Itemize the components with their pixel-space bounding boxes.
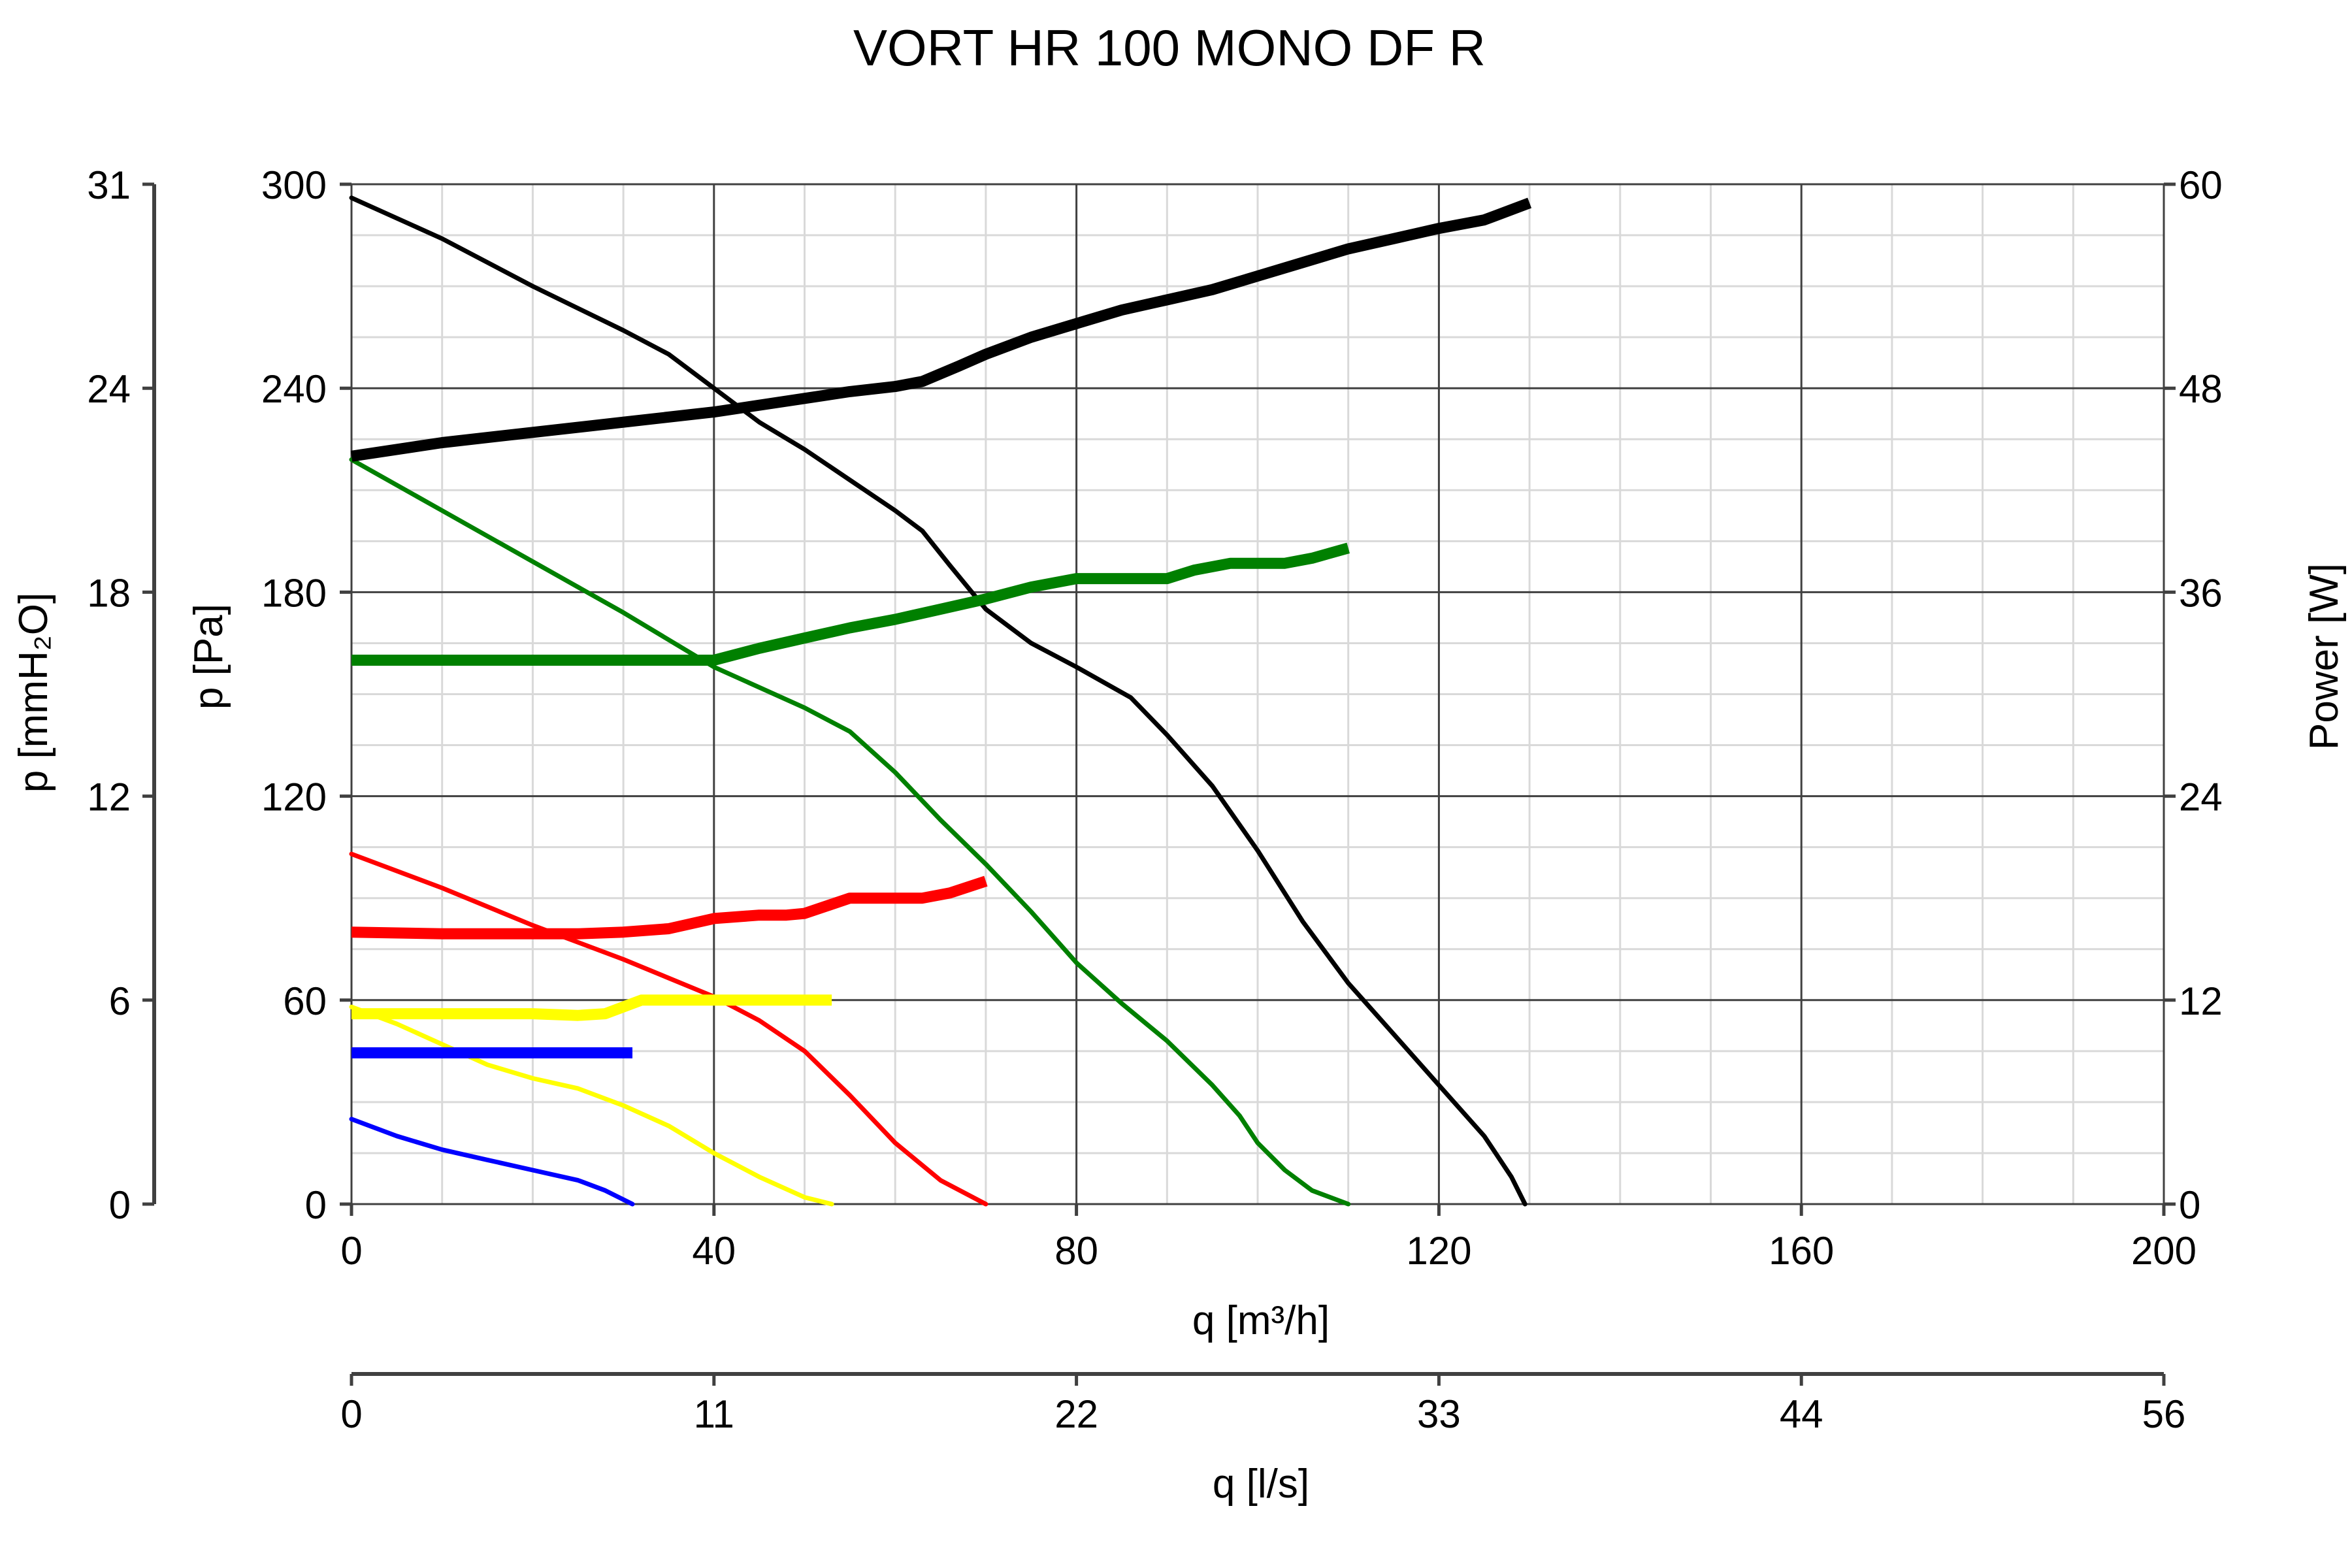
y-right-tick-label: 0 <box>2179 1183 2200 1227</box>
y-right-tick-label: 12 <box>2179 979 2223 1023</box>
y-tick-label: 120 <box>261 776 327 819</box>
axes <box>142 182 2176 1386</box>
y-tick-label: 0 <box>305 1183 327 1227</box>
x-tick-label: 40 <box>692 1229 736 1273</box>
power-curve <box>350 197 1532 462</box>
power-curve <box>351 875 988 939</box>
y-right-tick-label: 36 <box>2179 571 2223 615</box>
x-axis-title: q [m³/h] <box>1192 1298 1330 1343</box>
x2-tick-label: 44 <box>1780 1392 1823 1436</box>
power-curve <box>351 542 1350 666</box>
chart-title: VORT HR 100 MONO DF R <box>853 19 1486 76</box>
x2-axis-title: q [l/s] <box>1213 1462 1309 1507</box>
y2-tick-label: 31 <box>87 163 131 207</box>
y2-tick-label: 6 <box>109 979 131 1023</box>
y-right-tick-label: 24 <box>2179 776 2223 819</box>
pressure-curve <box>349 195 1527 1207</box>
tick-labels: 0 6 12 18 24 31 0 60 120 180 240 300 0 12 24 36 48 60 0 40 8… <box>87 163 2223 1436</box>
y2-tick-label: 24 <box>87 367 131 411</box>
pressure-curve <box>349 1117 635 1207</box>
y2-tick-label: 18 <box>87 571 131 615</box>
y-tick-label: 180 <box>261 571 327 615</box>
x2-tick-label: 22 <box>1054 1392 1098 1436</box>
x2-tick-label: 0 <box>340 1392 362 1436</box>
grid-minor <box>351 184 2164 1204</box>
y2-axis-title: p [mmH₂O] <box>11 593 56 793</box>
x-tick-label: 120 <box>1406 1229 1471 1273</box>
y-tick-label: 300 <box>261 163 327 207</box>
plot-lines <box>349 195 1532 1207</box>
y-right-tick-label: 60 <box>2179 163 2223 207</box>
x-tick-label: 80 <box>1054 1229 1098 1273</box>
x2-tick-label: 33 <box>1417 1392 1461 1436</box>
y-right-axis-title: Power [W] <box>2302 563 2347 750</box>
pressure-curve <box>349 457 1351 1207</box>
y-axis-title: p [Pa] <box>186 604 231 710</box>
pressure-curve <box>349 1004 834 1207</box>
x-tick-label: 0 <box>340 1229 362 1273</box>
x-tick-label: 200 <box>2131 1229 2197 1273</box>
y2-tick-label: 0 <box>109 1183 131 1227</box>
power-curve <box>351 994 832 1021</box>
y2-tick-label: 12 <box>87 776 131 819</box>
x-tick-label: 160 <box>1769 1229 1834 1273</box>
x2-tick-label: 56 <box>2142 1392 2186 1436</box>
pressure-curve <box>349 851 988 1207</box>
y-right-tick-label: 48 <box>2179 367 2223 411</box>
x2-tick-label: 11 <box>694 1392 734 1436</box>
y-tick-label: 240 <box>261 367 327 411</box>
plot-frame <box>350 183 2165 1205</box>
y-tick-label: 60 <box>283 979 327 1023</box>
